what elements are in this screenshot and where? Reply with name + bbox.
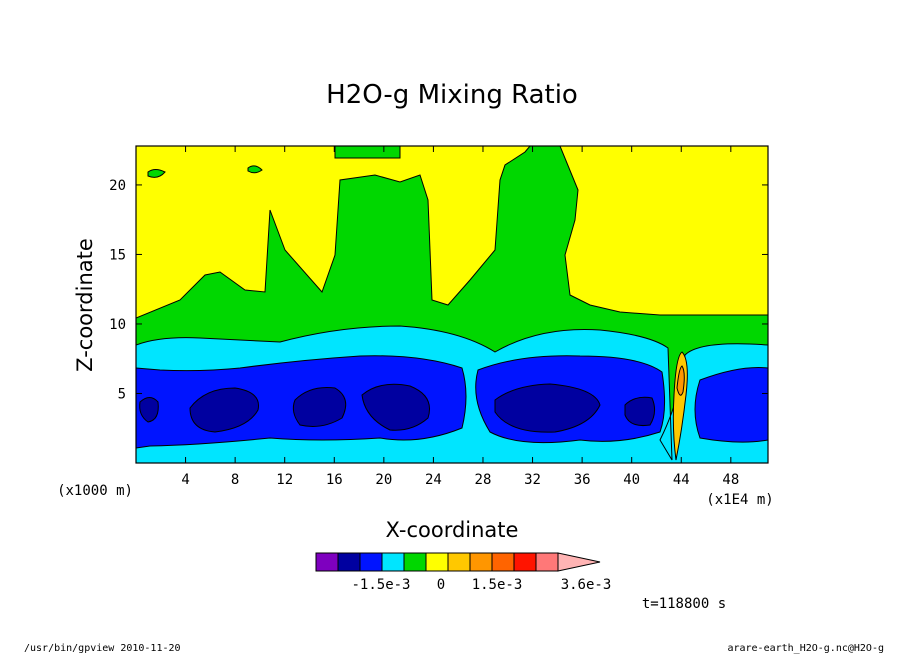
y-axis-unit: (x1000 m)	[57, 483, 133, 499]
y-tick-label: 15	[109, 247, 126, 263]
x-tick-label: 16	[326, 472, 343, 488]
colorbar-cell	[491, 552, 515, 572]
contour-core-darkblue	[494, 383, 601, 433]
x-axis-unit: (x1E4 m)	[706, 492, 773, 508]
y-tick-label: 10	[109, 317, 126, 333]
x-tick-label: 20	[375, 472, 392, 488]
y-axis: 5 10 15 20	[109, 178, 768, 402]
colorbar-cell	[469, 552, 493, 572]
colorbar	[315, 552, 601, 572]
y-tick-label: 20	[109, 178, 126, 194]
footer-right: arare-earth_H2O-g.nc@H2O-g	[727, 643, 884, 654]
contour-blob-green-small	[247, 165, 263, 174]
colorbar-cell	[447, 552, 471, 572]
footer-left: /usr/bin/gpview 2010-11-20	[24, 643, 181, 654]
x-tick-label: 32	[524, 472, 541, 488]
colorbar-cell	[403, 552, 427, 572]
chart-title: H2O-g Mixing Ratio	[326, 80, 578, 110]
x-tick-label: 8	[231, 472, 239, 488]
x-tick-label: 12	[276, 472, 293, 488]
x-tick-label: 4	[181, 472, 189, 488]
colorbar-cell	[381, 552, 405, 572]
colorbar-cell	[359, 552, 383, 572]
y-tick-label: 5	[118, 386, 126, 402]
contour-core-darkblue	[624, 396, 656, 426]
contour-blob-green-top	[334, 146, 401, 159]
colorbar-cell	[535, 552, 559, 572]
y-axis-label: Z-coordinate	[73, 238, 97, 372]
colorbar-label: 1.5e-3	[472, 577, 523, 593]
colorbar-label: -1.5e-3	[351, 577, 410, 593]
x-tick-label: 28	[475, 472, 492, 488]
colorbar-cell	[557, 552, 601, 572]
colorbar-cell	[337, 552, 361, 572]
contour-blob-green-small	[147, 169, 166, 178]
contour-field	[136, 146, 768, 463]
contour-core-darkblue	[139, 397, 159, 423]
colorbar-label: 0	[437, 577, 445, 593]
colorbar-label: 3.6e-3	[561, 577, 612, 593]
contour-core-darkblue	[361, 383, 430, 431]
x-axis-label: X-coordinate	[386, 518, 519, 542]
colorbar-labels: -1.5e-3 0 1.5e-3 3.6e-3	[351, 577, 611, 593]
x-tick-label: 40	[623, 472, 640, 488]
contour-spike-orange	[676, 365, 685, 396]
colorbar-cell	[425, 552, 449, 572]
plot-frame	[135, 145, 769, 464]
x-tick-label: 44	[673, 472, 690, 488]
x-tick-label: 24	[425, 472, 442, 488]
contour-band-blue	[694, 367, 768, 443]
colorbar-cell	[513, 552, 537, 572]
colorbar-cell	[315, 552, 339, 572]
contour-core-darkblue	[189, 387, 260, 433]
x-tick-label: 48	[722, 472, 739, 488]
x-tick-label: 36	[574, 472, 591, 488]
contour-core-darkblue	[292, 387, 347, 427]
time-label: t=118800 s	[642, 596, 726, 612]
x-axis: 4 8 12 16 20 24 28 32 36 40 44 48	[181, 146, 739, 488]
